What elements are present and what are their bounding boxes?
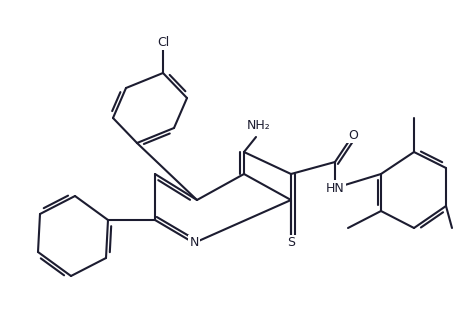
Text: HN: HN bbox=[325, 181, 344, 195]
Text: NH₂: NH₂ bbox=[246, 118, 270, 131]
Text: O: O bbox=[347, 129, 357, 142]
Text: N: N bbox=[189, 236, 198, 250]
Text: Cl: Cl bbox=[157, 35, 169, 48]
Text: S: S bbox=[286, 236, 294, 250]
